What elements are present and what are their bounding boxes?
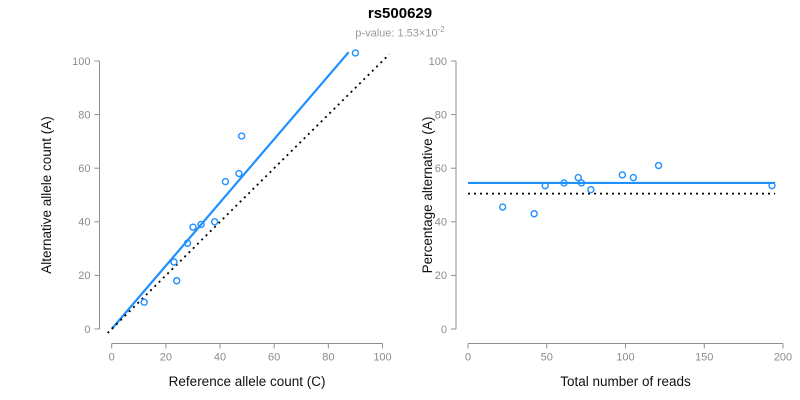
data-point <box>654 161 663 170</box>
data-point <box>183 239 192 247</box>
y-tick-label: 80 <box>78 109 90 121</box>
data-point <box>560 179 568 187</box>
data-point <box>498 203 507 211</box>
y-tick-label: 60 <box>78 163 90 175</box>
data-point <box>235 169 243 178</box>
right-scatter-panel: 0 20 40 60 80 100 0 50 100 150 200 Total number of … <box>420 56 792 389</box>
regression-line <box>110 51 350 330</box>
x-axis-title: Total number of reads <box>560 374 691 389</box>
x-tick-label: 60 <box>268 352 280 364</box>
y-axis-title: Percentage alternative (A) <box>420 117 435 274</box>
y-tick-label: 100 <box>429 56 447 68</box>
data-point <box>351 49 360 57</box>
data-point <box>140 298 148 306</box>
data-point <box>618 171 627 179</box>
y-axis-title: Alternative allele count (A) <box>39 116 54 274</box>
x-tick-label: 20 <box>160 352 172 364</box>
y-tick-label: 80 <box>435 109 447 121</box>
data-point <box>541 181 549 190</box>
data-point <box>629 173 638 182</box>
data-point <box>237 132 246 140</box>
data-point <box>768 181 776 190</box>
data-point <box>587 185 595 194</box>
x-tick-label: 80 <box>322 352 334 364</box>
p-value-text: p-value: 1.53×10 <box>355 27 438 40</box>
data-point <box>574 173 582 182</box>
data-point <box>577 179 586 187</box>
data-point <box>170 258 178 266</box>
x-tick-label: 150 <box>695 352 713 364</box>
plot-title: rs500629 <box>367 5 433 22</box>
data-point <box>197 220 205 229</box>
x-tick-label: 0 <box>465 352 471 364</box>
x-tick-label: 0 <box>109 352 115 364</box>
data-point <box>530 210 538 218</box>
data-point <box>221 177 230 186</box>
x-tick-label: 40 <box>214 352 226 364</box>
y-tick-label: 20 <box>78 270 90 282</box>
plot-header: rs500629 p-value: 1.53×10-2 <box>0 5 800 41</box>
data-point <box>189 223 197 231</box>
left-scatter-panel: 0 20 40 60 80 100 0 20 40 60 80 100 Reference allele… <box>39 49 392 389</box>
y-tick-label: 20 <box>435 270 447 282</box>
x-tick-label: 100 <box>616 352 634 364</box>
identity-line <box>107 53 390 334</box>
y-tick-label: 100 <box>72 56 90 68</box>
x-axis-title: Reference allele count (C) <box>169 374 326 389</box>
x-tick-label: 50 <box>541 352 553 364</box>
p-value-exponent: -2 <box>437 25 445 34</box>
y-tick-label: 40 <box>435 217 447 229</box>
y-tick-label: 40 <box>78 217 90 229</box>
y-tick-label: 0 <box>84 324 90 336</box>
plot-subtitle: p-value: 1.53×10-2 <box>0 23 800 41</box>
x-tick-label: 100 <box>373 352 391 364</box>
x-tick-label: 200 <box>774 352 792 364</box>
y-tick-label: 60 <box>435 163 447 175</box>
data-point <box>210 218 219 226</box>
data-point <box>172 277 181 285</box>
y-tick-label: 0 <box>441 324 447 336</box>
